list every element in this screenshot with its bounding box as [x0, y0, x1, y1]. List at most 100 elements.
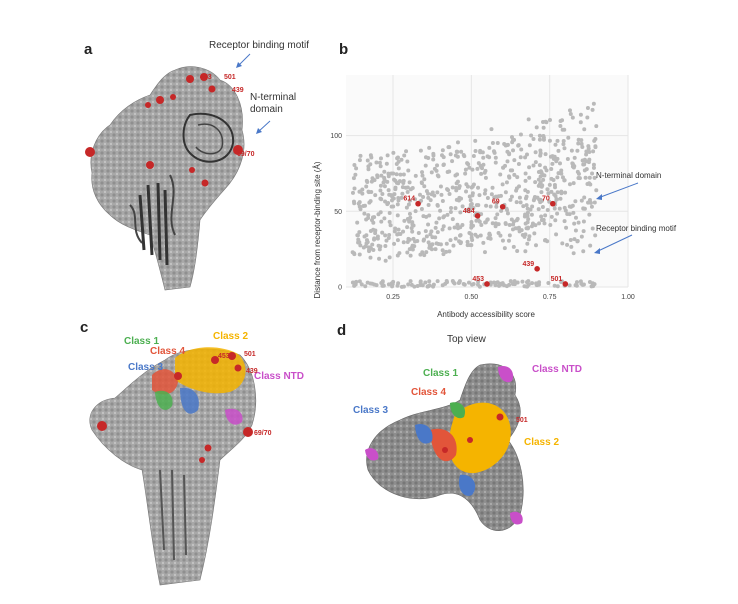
data-point	[537, 137, 542, 142]
data-point	[591, 165, 596, 170]
data-point	[578, 279, 583, 284]
data-point	[570, 203, 575, 208]
data-point	[523, 171, 528, 176]
data-point	[552, 192, 557, 197]
data-point	[538, 180, 543, 185]
class2-label: Class 2	[524, 437, 560, 448]
highlighted-point	[474, 213, 481, 219]
data-point	[546, 191, 551, 196]
data-point	[428, 243, 433, 248]
data-point	[359, 282, 364, 287]
data-point	[357, 252, 362, 257]
x-tick-label: 1.00	[621, 294, 635, 301]
data-point	[413, 209, 418, 214]
data-point	[419, 181, 424, 186]
data-point	[545, 207, 550, 212]
data-point	[394, 172, 399, 177]
data-point	[387, 255, 392, 260]
data-point	[377, 247, 382, 252]
data-point	[357, 158, 362, 163]
data-point	[441, 224, 446, 229]
data-point	[378, 244, 383, 249]
data-point	[422, 184, 427, 189]
data-point	[431, 282, 436, 287]
data-point	[541, 125, 546, 130]
data-point	[380, 279, 385, 284]
data-point	[588, 182, 593, 187]
class3-label: Class 3	[128, 362, 164, 373]
data-point	[588, 243, 593, 248]
data-point	[558, 196, 563, 201]
data-point	[502, 142, 507, 147]
highlighted-point	[484, 281, 490, 287]
data-point	[410, 229, 415, 234]
highlighted-point-label: 614	[403, 196, 415, 203]
data-point	[372, 237, 377, 242]
arrow-icon	[597, 182, 639, 199]
data-point	[579, 138, 584, 143]
data-point	[423, 280, 428, 285]
data-point	[516, 143, 521, 148]
data-point	[441, 252, 446, 257]
data-point	[445, 212, 450, 217]
data-point	[396, 159, 401, 164]
data-point	[426, 222, 431, 227]
data-point	[362, 211, 367, 216]
data-point	[460, 204, 465, 209]
data-point	[389, 204, 394, 209]
data-point	[534, 281, 539, 286]
data-point	[510, 138, 515, 143]
data-point	[402, 218, 407, 223]
data-point	[594, 188, 599, 193]
data-point	[535, 195, 540, 200]
data-point	[391, 150, 396, 155]
spike-trimer-surface	[89, 348, 257, 586]
data-point	[553, 218, 558, 223]
highlighted-point-label: 453	[472, 276, 484, 283]
data-point	[487, 231, 492, 236]
data-point	[352, 162, 357, 167]
data-point	[558, 124, 563, 129]
data-point	[543, 119, 548, 124]
residue-highlight	[156, 96, 164, 104]
data-point	[448, 152, 453, 157]
data-point	[413, 197, 418, 202]
data-point	[401, 180, 406, 185]
data-point	[395, 213, 400, 218]
data-point	[589, 204, 594, 209]
data-point	[572, 164, 577, 169]
data-point	[389, 198, 394, 203]
data-point	[365, 180, 370, 185]
data-point	[541, 177, 546, 182]
data-point	[411, 223, 416, 228]
data-point	[465, 239, 470, 244]
data-point	[400, 191, 405, 196]
panel-c-structure	[89, 347, 257, 586]
data-point	[354, 279, 359, 284]
data-point	[508, 197, 513, 202]
data-point	[468, 198, 473, 203]
data-point	[523, 249, 528, 254]
highlighted-point	[534, 266, 540, 272]
data-point	[369, 155, 374, 160]
residue-highlight	[201, 179, 209, 187]
data-point	[423, 163, 428, 168]
data-point	[458, 233, 463, 238]
data-point	[384, 161, 389, 166]
data-point	[453, 153, 458, 158]
data-point	[557, 206, 562, 211]
data-point	[543, 213, 548, 218]
data-point	[391, 171, 396, 176]
residue-highlight	[189, 167, 195, 173]
data-point	[502, 283, 507, 288]
class1-label: Class 1	[124, 336, 160, 347]
data-point	[357, 204, 362, 209]
data-point	[405, 225, 410, 230]
data-point	[527, 175, 532, 180]
data-point	[565, 211, 570, 216]
data-point	[355, 220, 360, 225]
data-point	[473, 149, 478, 154]
data-point	[383, 243, 388, 248]
data-point	[467, 230, 472, 235]
data-point	[483, 175, 488, 180]
